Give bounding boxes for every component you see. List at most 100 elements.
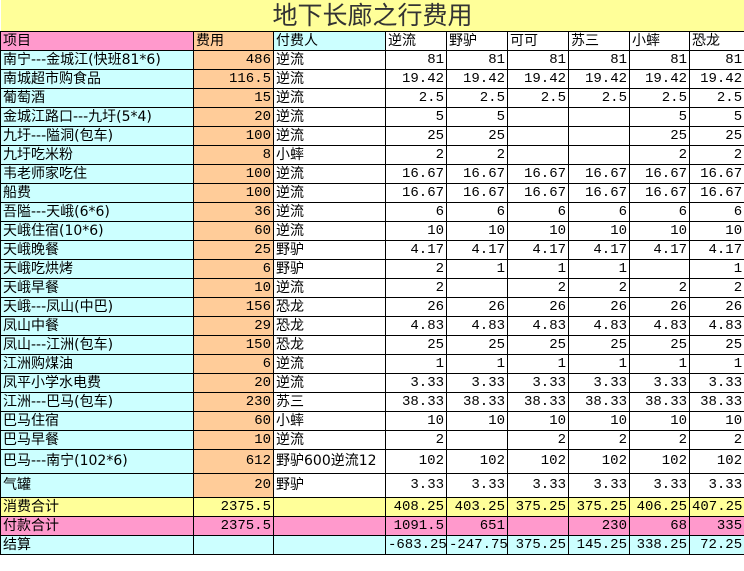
share-cell[interactable]: 102 <box>688 449 744 474</box>
share-cell[interactable]: 2 <box>629 145 690 165</box>
header-payer[interactable]: 付费人 <box>273 31 386 51</box>
header-cost[interactable]: 费用 <box>193 31 274 51</box>
consume-label[interactable]: 消费合计 <box>0 497 194 517</box>
share-cell[interactable]: 25 <box>446 335 508 355</box>
payer-cell[interactable]: 逆流 <box>273 69 386 89</box>
payer-cell[interactable]: 逆流 <box>273 354 386 374</box>
settle-cost[interactable] <box>193 535 274 555</box>
share-cell[interactable]: 16.67 <box>507 164 569 184</box>
cost-cell[interactable]: 10 <box>193 430 274 450</box>
cost-cell[interactable]: 150 <box>193 335 274 355</box>
empty-cell[interactable] <box>273 497 386 517</box>
cost-cell[interactable]: 6 <box>193 354 274 374</box>
share-cell[interactable]: 6 <box>507 202 569 222</box>
share-cell[interactable]: 16.67 <box>568 164 630 184</box>
share-cell[interactable]: 38.33 <box>507 392 569 412</box>
item-cell[interactable]: 南宁---金城江(快班81*6) <box>0 50 194 70</box>
share-cell[interactable]: 3.33 <box>629 373 690 393</box>
share-cell[interactable]: 1 <box>446 354 508 374</box>
share-cell[interactable]: 10 <box>568 411 630 431</box>
share-cell[interactable]: 2 <box>568 278 630 298</box>
payer-cell[interactable]: 野驴 <box>273 240 386 260</box>
share-cell[interactable]: 2.5 <box>629 88 690 108</box>
share-cell[interactable]: 19.42 <box>568 69 630 89</box>
item-cell[interactable]: 巴马---南宁(102*6) <box>0 449 194 474</box>
cost-cell[interactable]: 100 <box>193 183 274 203</box>
item-cell[interactable]: 江洲购煤油 <box>0 354 194 374</box>
header-person[interactable]: 小蟀 <box>629 31 690 51</box>
payer-cell[interactable]: 野驴 <box>273 473 386 498</box>
share-cell[interactable]: 1 <box>688 354 744 374</box>
share-cell[interactable]: 25 <box>446 126 508 146</box>
consume-share[interactable]: 407.25 <box>688 497 744 517</box>
share-cell[interactable]: 102 <box>629 449 690 474</box>
share-cell[interactable]: 16.67 <box>629 164 690 184</box>
payer-cell[interactable]: 小蟀 <box>273 145 386 165</box>
share-cell[interactable]: 3.33 <box>446 473 508 498</box>
share-cell[interactable]: 81 <box>446 50 508 70</box>
share-cell[interactable]: 2 <box>385 278 447 298</box>
item-cell[interactable]: 天峨吃烘烤 <box>0 259 194 279</box>
paid-share[interactable] <box>507 516 569 536</box>
share-cell[interactable]: 3.33 <box>385 473 447 498</box>
share-cell[interactable]: 81 <box>568 50 630 70</box>
item-cell[interactable]: 船费 <box>0 183 194 203</box>
payer-cell[interactable]: 逆流 <box>273 50 386 70</box>
paid-share[interactable]: 651 <box>446 516 508 536</box>
payer-cell[interactable]: 逆流 <box>273 107 386 127</box>
share-cell[interactable] <box>507 145 569 165</box>
item-cell[interactable]: 凤平小学水电费 <box>0 373 194 393</box>
share-cell[interactable]: 81 <box>629 50 690 70</box>
sheet-title[interactable]: 地下长廊之行费用 <box>0 0 744 32</box>
consume-share[interactable]: 406.25 <box>629 497 690 517</box>
cost-cell[interactable]: 100 <box>193 126 274 146</box>
settle-share[interactable]: 145.25 <box>568 535 630 555</box>
payer-cell[interactable]: 逆流 <box>273 430 386 450</box>
share-cell[interactable]: 26 <box>446 297 508 317</box>
item-cell[interactable]: 巴马早餐 <box>0 430 194 450</box>
share-cell[interactable]: 26 <box>568 297 630 317</box>
item-cell[interactable]: 葡萄酒 <box>0 88 194 108</box>
share-cell[interactable]: 2 <box>568 430 630 450</box>
share-cell[interactable]: 2.5 <box>385 88 447 108</box>
paid-share[interactable]: 230 <box>568 516 630 536</box>
share-cell[interactable] <box>507 126 569 146</box>
cost-cell[interactable]: 29 <box>193 316 274 336</box>
item-cell[interactable]: 九圩吃米粉 <box>0 145 194 165</box>
payer-cell[interactable]: 野驴600逆流12 <box>273 449 386 474</box>
share-cell[interactable]: 16.67 <box>688 164 744 184</box>
payer-cell[interactable]: 逆流 <box>273 164 386 184</box>
cost-cell[interactable]: 20 <box>193 107 274 127</box>
paid-share[interactable]: 68 <box>629 516 690 536</box>
share-cell[interactable]: 10 <box>629 221 690 241</box>
share-cell[interactable]: 4.17 <box>688 240 744 260</box>
paid-share[interactable]: 335 <box>688 516 744 536</box>
settle-share[interactable]: -247.75 <box>446 535 508 555</box>
share-cell[interactable]: 1 <box>568 259 630 279</box>
settle-share[interactable]: -683.25 <box>385 535 447 555</box>
share-cell[interactable]: 2 <box>446 145 508 165</box>
share-cell[interactable]: 5 <box>385 107 447 127</box>
header-person[interactable]: 可可 <box>507 31 569 51</box>
payer-cell[interactable]: 逆流 <box>273 278 386 298</box>
share-cell[interactable]: 3.33 <box>507 373 569 393</box>
share-cell[interactable]: 19.42 <box>446 69 508 89</box>
share-cell[interactable]: 5 <box>446 107 508 127</box>
share-cell[interactable] <box>446 430 508 450</box>
payer-cell[interactable]: 逆流 <box>273 88 386 108</box>
share-cell[interactable]: 2.5 <box>568 88 630 108</box>
payer-cell[interactable]: 野驴 <box>273 259 386 279</box>
cost-cell[interactable]: 60 <box>193 221 274 241</box>
share-cell[interactable]: 38.33 <box>446 392 508 412</box>
share-cell[interactable]: 25 <box>629 335 690 355</box>
share-cell[interactable]: 26 <box>629 297 690 317</box>
cost-cell[interactable]: 20 <box>193 473 274 498</box>
share-cell[interactable]: 2 <box>688 278 744 298</box>
share-cell[interactable]: 102 <box>385 449 447 474</box>
share-cell[interactable]: 2.5 <box>688 88 744 108</box>
share-cell[interactable]: 3.33 <box>568 373 630 393</box>
cost-cell[interactable]: 60 <box>193 411 274 431</box>
share-cell[interactable]: 2 <box>385 430 447 450</box>
share-cell[interactable]: 2 <box>688 145 744 165</box>
share-cell[interactable]: 10 <box>688 221 744 241</box>
